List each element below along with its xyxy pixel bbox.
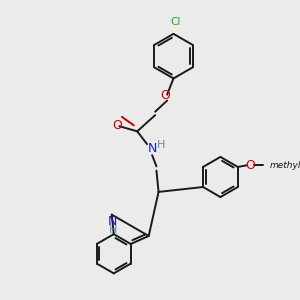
Text: N: N (108, 215, 117, 228)
Text: O: O (160, 89, 170, 102)
Text: H: H (158, 140, 166, 150)
Text: O: O (246, 159, 256, 172)
Text: N: N (148, 142, 157, 155)
Text: H: H (108, 225, 117, 235)
Text: O: O (112, 119, 122, 132)
Text: Cl: Cl (170, 16, 180, 27)
Text: methyl: methyl (270, 161, 300, 170)
